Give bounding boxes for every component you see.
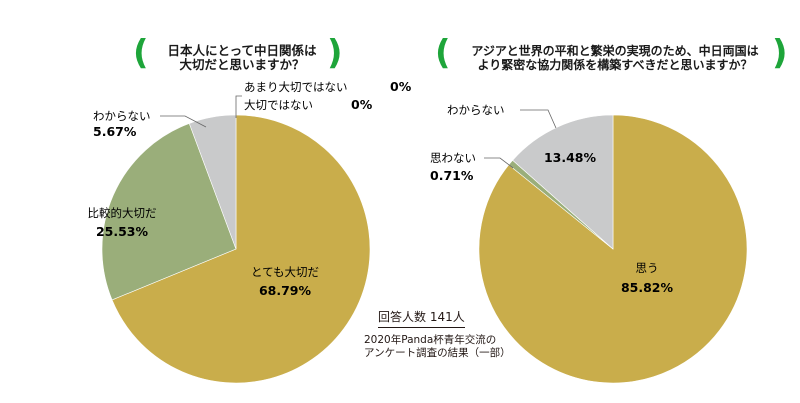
pct-taisetsu-dewanai: 0% (351, 97, 373, 112)
right-title-line-2: より緊密な協力関係を構築すべきだと思いますか？ (477, 58, 753, 72)
leader-line-wakaranai-left (160, 115, 207, 128)
label-omowanai: 思わない (430, 151, 476, 165)
right-title-line-1: アジアと世界の平和と繁栄の実現のため、中日両国は (471, 44, 759, 58)
left-title-line-1: 日本人にとって中日関係は (167, 43, 317, 58)
right-title-close-paren: ) (772, 33, 788, 73)
label-wakaranai-left: わからない (93, 109, 151, 123)
left-chart-title: 日本人にとって中日関係は 大切だと思いますか？ (157, 44, 327, 72)
source-line-2: アンケート調査の結果（一部） (364, 347, 511, 359)
label-wakaranai-right: わからない (447, 103, 505, 117)
pct-omowanai: 0.71% (430, 168, 474, 183)
leader-line-omowanai (484, 157, 514, 169)
left-title-line-2: 大切だと思いますか？ (179, 57, 305, 72)
source-line-1: 2020年Panda杯青年交流の (364, 334, 497, 346)
label-taisetsu-dewanai: 大切ではない (244, 98, 313, 112)
right-title-open-paren: ( (435, 33, 451, 73)
respondent-count: 回答人数 141人 (378, 308, 465, 328)
pct-hikakuteki-taisetsu: 25.53% (96, 224, 149, 239)
right-chart-title: アジアと世界の平和と繁栄の実現のため、中日両国は より緊密な協力関係を構築すべき… (455, 44, 775, 72)
pct-omou: 85.82% (621, 280, 674, 295)
left-title-open-paren: ( (133, 33, 149, 73)
leader-line-taisetsu-dewanai (235, 95, 242, 118)
survey-source: 2020年Panda杯青年交流の アンケート調査の結果（一部） (364, 334, 511, 360)
right-pie-slice-2 (512, 114, 614, 250)
leader-line-wakaranai-right (520, 109, 557, 129)
left-title-close-paren: ) (327, 33, 343, 73)
right-leader-lines (484, 109, 557, 169)
label-totemo-taisetsu: とても大切だ (251, 265, 319, 279)
label-omou: 思う (636, 261, 659, 275)
left-pie-slice-0 (111, 114, 371, 384)
pct-wakaranai-right: 13.48% (544, 150, 597, 165)
left-pie-slice-1 (101, 123, 237, 301)
left-leader-lines (160, 95, 242, 128)
pct-wakaranai-left: 5.67% (93, 124, 137, 139)
right-pie-chart (478, 114, 748, 384)
left-pie-chart (101, 114, 371, 384)
label-hikakuteki-taisetsu: 比較的大切だ (88, 206, 157, 220)
label-amari-taisetsu-dewanai: あまり大切ではない (244, 80, 348, 94)
pct-totemo-taisetsu: 68.79% (259, 283, 312, 298)
pct-amari-taisetsu-dewanai: 0% (390, 79, 412, 94)
